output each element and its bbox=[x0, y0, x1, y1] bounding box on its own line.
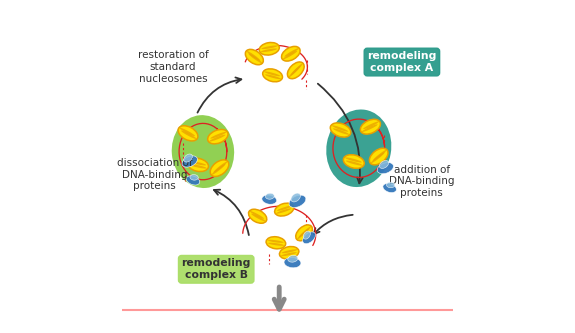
Ellipse shape bbox=[275, 203, 294, 216]
Ellipse shape bbox=[299, 226, 311, 237]
Ellipse shape bbox=[268, 240, 283, 243]
Ellipse shape bbox=[179, 128, 195, 136]
Ellipse shape bbox=[246, 49, 263, 65]
Ellipse shape bbox=[291, 193, 300, 202]
Ellipse shape bbox=[333, 128, 350, 135]
Ellipse shape bbox=[281, 252, 297, 256]
Ellipse shape bbox=[213, 162, 228, 172]
Ellipse shape bbox=[190, 164, 207, 168]
Ellipse shape bbox=[346, 161, 363, 166]
Ellipse shape bbox=[186, 176, 200, 185]
Ellipse shape bbox=[210, 160, 229, 176]
Ellipse shape bbox=[288, 255, 298, 262]
Ellipse shape bbox=[284, 257, 301, 268]
Text: restoration of
standard
nucleosomes: restoration of standard nucleosomes bbox=[138, 50, 209, 84]
Ellipse shape bbox=[212, 164, 225, 175]
Ellipse shape bbox=[172, 115, 234, 188]
Ellipse shape bbox=[265, 74, 281, 79]
Ellipse shape bbox=[373, 150, 386, 161]
Ellipse shape bbox=[210, 132, 227, 139]
Ellipse shape bbox=[261, 49, 277, 52]
Ellipse shape bbox=[262, 46, 278, 49]
Ellipse shape bbox=[326, 110, 392, 187]
Ellipse shape bbox=[264, 71, 280, 76]
Ellipse shape bbox=[291, 63, 303, 75]
Ellipse shape bbox=[289, 66, 301, 77]
Ellipse shape bbox=[330, 123, 351, 137]
Ellipse shape bbox=[266, 237, 286, 249]
Ellipse shape bbox=[283, 51, 297, 59]
Ellipse shape bbox=[282, 46, 300, 61]
Ellipse shape bbox=[181, 131, 197, 139]
Ellipse shape bbox=[332, 125, 348, 132]
Ellipse shape bbox=[361, 119, 381, 134]
Ellipse shape bbox=[296, 225, 312, 241]
Ellipse shape bbox=[276, 208, 292, 214]
Ellipse shape bbox=[362, 124, 378, 132]
Ellipse shape bbox=[268, 243, 284, 246]
Ellipse shape bbox=[248, 209, 267, 223]
Ellipse shape bbox=[190, 174, 198, 180]
Ellipse shape bbox=[289, 195, 306, 207]
Ellipse shape bbox=[345, 158, 362, 163]
Ellipse shape bbox=[363, 122, 379, 129]
Ellipse shape bbox=[285, 48, 299, 57]
Ellipse shape bbox=[184, 154, 193, 162]
Ellipse shape bbox=[248, 54, 262, 63]
Ellipse shape bbox=[302, 232, 316, 244]
Ellipse shape bbox=[266, 193, 274, 199]
Ellipse shape bbox=[250, 211, 264, 219]
Ellipse shape bbox=[282, 249, 297, 253]
Ellipse shape bbox=[247, 51, 260, 61]
Ellipse shape bbox=[262, 195, 277, 204]
Ellipse shape bbox=[279, 246, 299, 259]
Ellipse shape bbox=[263, 69, 282, 82]
Ellipse shape bbox=[380, 161, 389, 168]
Ellipse shape bbox=[178, 126, 198, 141]
Ellipse shape bbox=[208, 130, 228, 144]
Ellipse shape bbox=[251, 214, 266, 221]
Ellipse shape bbox=[377, 163, 393, 174]
Text: remodeling
complex A: remodeling complex A bbox=[367, 51, 436, 73]
Ellipse shape bbox=[187, 158, 209, 171]
Ellipse shape bbox=[383, 183, 396, 192]
Ellipse shape bbox=[303, 231, 311, 239]
Ellipse shape bbox=[297, 228, 309, 239]
Text: dissociation of
DNA-binding
proteins: dissociation of DNA-binding proteins bbox=[117, 158, 193, 191]
Text: remodeling
complex B: remodeling complex B bbox=[182, 258, 251, 280]
Text: addition of
DNA-binding
proteins: addition of DNA-binding proteins bbox=[389, 165, 455, 198]
Ellipse shape bbox=[343, 155, 365, 168]
Ellipse shape bbox=[259, 43, 279, 55]
Ellipse shape bbox=[209, 135, 225, 142]
Ellipse shape bbox=[288, 62, 304, 79]
Ellipse shape bbox=[277, 205, 292, 211]
Ellipse shape bbox=[369, 148, 388, 165]
Ellipse shape bbox=[182, 156, 197, 167]
Ellipse shape bbox=[189, 161, 206, 166]
Ellipse shape bbox=[386, 182, 395, 188]
Ellipse shape bbox=[371, 153, 385, 163]
